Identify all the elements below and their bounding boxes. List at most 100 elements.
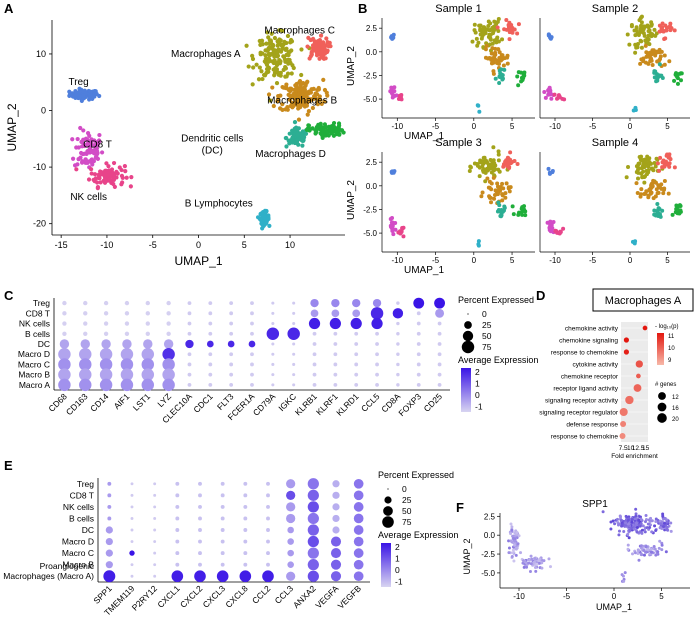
cell-point bbox=[678, 78, 683, 83]
facet-title: Sample 4 bbox=[592, 137, 638, 149]
cell-point bbox=[305, 112, 310, 117]
expression-dot bbox=[62, 300, 67, 306]
cell-point bbox=[103, 172, 108, 177]
x-tick-label: 10 bbox=[627, 445, 635, 452]
expression-dot bbox=[59, 339, 70, 349]
expression-dot bbox=[229, 352, 234, 357]
cell-point bbox=[636, 549, 640, 553]
cell-point bbox=[619, 515, 623, 519]
cell-point bbox=[267, 44, 272, 50]
cell-point bbox=[388, 216, 393, 221]
cell-point bbox=[286, 87, 291, 92]
cell-point bbox=[391, 232, 396, 237]
cell-point bbox=[392, 94, 397, 99]
cell-point bbox=[626, 518, 630, 522]
expression-dot bbox=[286, 479, 296, 489]
expression-dot bbox=[353, 490, 364, 501]
cell-point bbox=[265, 48, 270, 53]
expression-dot bbox=[99, 358, 113, 371]
facet-sample-1: Sample 1 -10 -5 0 5 -5.0 -2.5 0.0 2.5 UMAP_2 UMAP_… bbox=[346, 3, 535, 142]
row-label: Macrophages (Macro A) bbox=[3, 571, 94, 581]
color-legend-label: 2 bbox=[475, 367, 480, 377]
cell-point bbox=[67, 89, 72, 94]
cell-point bbox=[533, 566, 537, 570]
expression-dot bbox=[332, 503, 340, 511]
cell-point bbox=[493, 192, 498, 197]
expression-dot bbox=[239, 570, 252, 583]
cell-point bbox=[299, 72, 304, 78]
expression-dot bbox=[333, 382, 338, 387]
cell-point bbox=[257, 65, 262, 70]
cell-point bbox=[509, 539, 513, 543]
cell-point bbox=[499, 54, 504, 59]
cell-point bbox=[497, 50, 502, 55]
cell-point bbox=[291, 65, 296, 71]
cell-point bbox=[509, 532, 513, 536]
cell-point bbox=[611, 519, 615, 523]
cell-point bbox=[390, 220, 395, 225]
cell-point bbox=[489, 51, 494, 56]
cell-point bbox=[319, 133, 325, 138]
expression-dot bbox=[250, 352, 254, 357]
expression-dot bbox=[187, 372, 192, 377]
cell-point bbox=[296, 104, 301, 109]
cluster-macrophages-c bbox=[305, 33, 333, 61]
cell-point bbox=[89, 171, 94, 176]
cell-point bbox=[496, 47, 501, 52]
cell-point bbox=[275, 99, 280, 104]
cell-point bbox=[95, 186, 100, 191]
expression-dot bbox=[396, 321, 400, 326]
cell-point bbox=[502, 27, 507, 32]
expression-dot bbox=[333, 331, 338, 336]
cell-point bbox=[552, 92, 557, 97]
cell-point bbox=[640, 164, 645, 169]
cell-point bbox=[634, 507, 638, 511]
size-legend-label: 12 bbox=[672, 395, 679, 401]
color-legend-label: 9 bbox=[668, 358, 672, 364]
cell-point bbox=[262, 59, 267, 64]
cell-point bbox=[295, 131, 301, 137]
facet-sample-4: Sample 4 -10 -5 0 5 bbox=[539, 137, 690, 265]
cell-point bbox=[659, 522, 663, 526]
x-tick-label: -10 bbox=[549, 122, 561, 131]
cell-point bbox=[658, 539, 662, 543]
cell-point bbox=[323, 124, 328, 129]
expression-dot bbox=[353, 525, 364, 535]
expression-dot bbox=[333, 372, 338, 377]
cluster-nk-cells bbox=[74, 160, 134, 191]
expression-dot bbox=[332, 480, 340, 488]
cell-point bbox=[631, 108, 636, 113]
expression-dot bbox=[105, 549, 113, 557]
cell-point bbox=[634, 181, 639, 186]
expression-dot bbox=[208, 301, 213, 306]
expression-dot bbox=[83, 321, 88, 326]
cell-point bbox=[486, 185, 491, 190]
cell-point bbox=[263, 53, 268, 58]
cell-point bbox=[272, 73, 277, 78]
cluster-macrophages-b bbox=[266, 77, 330, 122]
cell-point bbox=[629, 23, 634, 28]
expression-dot bbox=[141, 368, 155, 381]
cell-point bbox=[663, 23, 668, 28]
expression-dot bbox=[437, 352, 442, 357]
cell-point bbox=[472, 22, 477, 27]
expression-dot bbox=[396, 362, 400, 367]
cell-point bbox=[639, 45, 644, 50]
expression-dot bbox=[103, 331, 109, 336]
expression-dot bbox=[229, 311, 234, 316]
color-legend-label: 2 bbox=[395, 542, 400, 552]
cell-point bbox=[633, 50, 638, 55]
cell-point bbox=[275, 54, 280, 59]
x-tick-label: -5 bbox=[432, 122, 440, 131]
cell-point bbox=[278, 93, 283, 98]
cell-point bbox=[503, 159, 508, 164]
cell-point bbox=[512, 551, 516, 555]
cell-point bbox=[87, 146, 93, 151]
cell-point bbox=[654, 519, 658, 523]
cell-point bbox=[103, 168, 108, 173]
cell-point bbox=[648, 526, 652, 530]
cell-point bbox=[514, 553, 518, 557]
row-label: Macro C bbox=[18, 359, 50, 369]
cell-point bbox=[635, 191, 640, 196]
cell-point bbox=[493, 57, 498, 62]
